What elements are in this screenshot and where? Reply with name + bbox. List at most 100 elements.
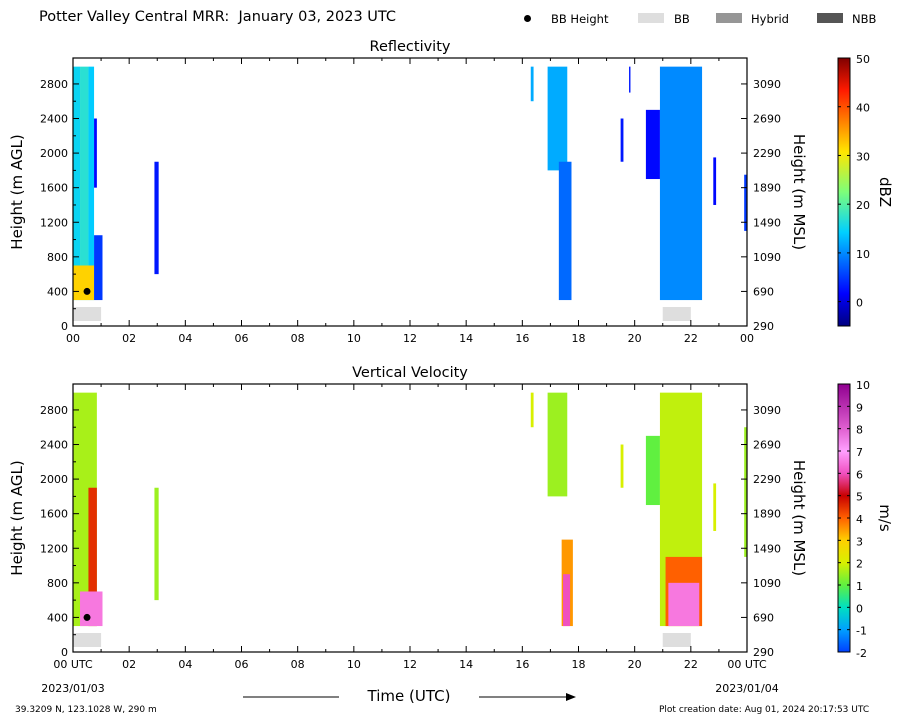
- reflectivity-ytick-label-r-2: 1090: [753, 251, 781, 264]
- reflectivity-xtick-label-4: 08: [291, 332, 305, 345]
- reflectivity-ylabel-right: Height (m MSL): [790, 134, 808, 250]
- reflectivity-xtick-label-7: 14: [459, 332, 473, 345]
- velocity-cell-3: [154, 487, 159, 601]
- velocity-xtick-label-3: 06: [235, 658, 249, 671]
- velocity-xtick-label-7: 14: [459, 658, 473, 671]
- reflectivity-cell-13: [659, 66, 703, 301]
- reflectivity-cell-6: [154, 161, 159, 275]
- velocity-xtick-label-5: 10: [347, 658, 361, 671]
- reflectivity-cbtick-label-0: 0: [856, 297, 863, 310]
- reflectivity-xtick-label-3: 06: [235, 332, 249, 345]
- reflectivity-cell-0: [73, 66, 81, 301]
- velocity-cell-5: [547, 392, 568, 497]
- velocity-xtick-label-12: 00 UTC: [727, 658, 767, 671]
- velocity-cbtick-label-8: 6: [856, 468, 863, 481]
- velocity-cbtick-label-7: 5: [856, 491, 863, 504]
- reflectivity-cell-14: [713, 157, 717, 205]
- velocity-cell-12: [668, 582, 700, 627]
- reflectivity-cell-15: [744, 174, 747, 231]
- velocity-ylabel-left: Height (m AGL): [8, 460, 26, 575]
- reflectivity-cell-4: [94, 235, 103, 301]
- velocity-ytick-label-r-7: 3090: [753, 404, 781, 417]
- reflectivity-ytick-label-r-3: 1490: [753, 216, 781, 229]
- velocity-xtick-label-2: 04: [178, 658, 192, 671]
- reflectivity-ytick-label-l-5: 2000: [40, 147, 68, 160]
- reflectivity-ytick-label-r-4: 1890: [753, 182, 781, 195]
- reflectivity-ytick-label-l-1: 400: [47, 285, 68, 298]
- reflectivity-cell-1: [80, 66, 89, 301]
- reflectivity-plot-frame: [72, 57, 748, 327]
- velocity-ytick-label-l-6: 2400: [40, 439, 68, 452]
- velocity-cbtick-label-10: 8: [856, 424, 863, 437]
- reflectivity-cbtick-label-5: 50: [856, 53, 870, 66]
- legend-bb-swatch: [638, 13, 664, 23]
- date-end-label: 2023/01/04: [715, 682, 778, 695]
- velocity-cbtick-label-5: 3: [856, 535, 863, 548]
- velocity-ylabel-right: Height (m MSL): [790, 460, 808, 576]
- reflectivity-cbtick-label-2: 20: [856, 199, 870, 212]
- velocity-bb-type-strip: [73, 633, 691, 647]
- reflectivity-bb-height-point-0: [83, 287, 91, 295]
- reflectivity-xtick-label-6: 12: [403, 332, 417, 345]
- legend-bb-height-marker: [524, 15, 531, 22]
- reflectivity-cell-11: [629, 66, 631, 93]
- velocity-ytick-label-l-1: 400: [47, 611, 68, 624]
- reflectivity-cbtick-label-3: 30: [856, 150, 870, 163]
- reflectivity-ytick-label-l-0: 0: [61, 320, 68, 333]
- velocity-cell-13: [713, 483, 717, 531]
- velocity-cell-9: [645, 435, 660, 506]
- velocity-ytick-label-l-5: 2000: [40, 473, 68, 486]
- velocity-xtick-label-1: 02: [122, 658, 136, 671]
- x-axis-label: Time (UTC): [367, 687, 451, 705]
- plot-creation-date: Plot creation date: Aug 01, 2024 20:17:5…: [659, 705, 870, 715]
- velocity-ytick-label-l-7: 2800: [40, 404, 68, 417]
- reflectivity-xtick-label-8: 16: [515, 332, 529, 345]
- velocity-ytick-label-l-3: 1200: [40, 542, 68, 555]
- velocity-ytick-label-r-2: 1090: [753, 577, 781, 590]
- reflectivity-ytick-label-l-2: 800: [47, 251, 68, 264]
- velocity-cell-14: [744, 427, 747, 557]
- reflectivity-cell-12: [645, 109, 660, 180]
- velocity-ytick-label-l-0: 0: [61, 646, 68, 659]
- velocity-ytick-label-l-4: 1600: [40, 508, 68, 521]
- reflectivity-x-axis: 00 02 04 06 08 10 12 14 16 18 20 22 00: [66, 58, 754, 345]
- velocity-cell-4: [530, 392, 534, 428]
- velocity-y-axis-right: 290 690 1090 1490 1890 2290 2690 3090: [741, 404, 781, 659]
- reflectivity-xtick-label-1: 02: [122, 332, 136, 345]
- velocity-y-axis-left: 0 400 800 1200 1600 2000 2400 2800: [40, 404, 79, 659]
- velocity-ytick-label-r-3: 1490: [753, 542, 781, 555]
- reflectivity-colorbar-label: dBZ: [876, 177, 894, 207]
- velocity-xtick-label-4: 08: [291, 658, 305, 671]
- reflectivity-ytick-label-r-1: 690: [753, 285, 774, 298]
- reflectivity-cells: [73, 66, 747, 301]
- velocity-ytick-label-r-4: 1890: [753, 508, 781, 521]
- velocity-cbtick-label-9: 7: [856, 446, 863, 459]
- velocity-cbtick-label-11: 9: [856, 401, 863, 414]
- velocity-ytick-label-r-1: 690: [753, 611, 774, 624]
- reflectivity-ytick-label-r-0: 290: [753, 320, 774, 333]
- reflectivity-ytick-label-l-4: 1600: [40, 182, 68, 195]
- velocity-panel: 00 UTC 02 04 06 08 10 12 14 16 18 20 22 00 UTC 04008…: [8, 365, 894, 671]
- velocity-ytick-label-r-5: 2290: [753, 473, 781, 486]
- reflectivity-cell-7: [530, 66, 534, 102]
- velocity-cbtick-label-3: 1: [856, 580, 863, 593]
- date-start-label: 2023/01/03: [41, 682, 104, 695]
- velocity-cell-7: [563, 574, 571, 627]
- reflectivity-xtick-label-11: 22: [684, 332, 698, 345]
- reflectivity-y-axis-left: 0 400 800 1200 1600 2000 2400 2800: [40, 78, 79, 333]
- xlabel-arrow-right-head: [566, 693, 576, 701]
- velocity-cells: [73, 392, 747, 627]
- reflectivity-bb-type-0: [73, 307, 102, 321]
- velocity-xtick-label-6: 12: [403, 658, 417, 671]
- reflectivity-ytick-label-r-5: 2290: [753, 147, 781, 160]
- reflectivity-ytick-label-l-6: 2400: [40, 113, 68, 126]
- velocity-cbtick-label-2: 0: [856, 602, 863, 615]
- reflectivity-bb-type-1: [662, 307, 691, 321]
- reflectivity-colorbar-ticks: 0 10 20 30 40 50: [838, 53, 870, 310]
- velocity-cbtick-label-12: 10: [856, 379, 870, 392]
- velocity-cell-1: [88, 487, 97, 627]
- reflectivity-xtick-label-5: 10: [347, 332, 361, 345]
- velocity-xtick-label-9: 18: [572, 658, 586, 671]
- reflectivity-xtick-label-2: 04: [178, 332, 192, 345]
- station-location: 39.3209 N, 123.1028 W, 290 m: [15, 705, 157, 715]
